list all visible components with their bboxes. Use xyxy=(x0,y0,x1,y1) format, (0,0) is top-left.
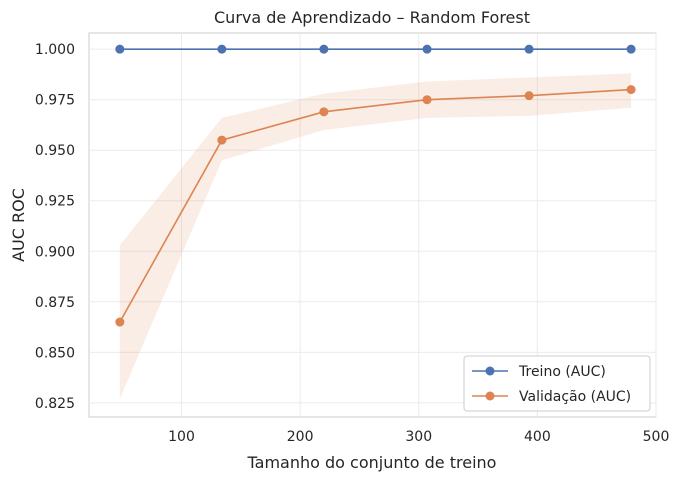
data-point xyxy=(422,95,432,105)
x-tick-label: 100 xyxy=(168,429,195,445)
y-tick-label: 0.950 xyxy=(35,143,75,159)
data-point xyxy=(626,44,636,54)
data-point xyxy=(115,44,125,54)
y-tick-label: 1.000 xyxy=(35,42,75,58)
x-axis-ticks: 100 200 300 400 500 xyxy=(168,429,669,445)
y-tick-label: 0.825 xyxy=(35,396,75,412)
x-tick-label: 200 xyxy=(287,429,314,445)
y-tick-label: 0.900 xyxy=(35,244,75,260)
x-tick-label: 400 xyxy=(524,429,551,445)
series-line-1 xyxy=(119,88,632,323)
legend: Treino (AUC) Validação (AUC) xyxy=(463,355,651,412)
x-axis-label: Tamanho do conjunto de treino xyxy=(247,453,497,472)
confidence-bands xyxy=(119,73,632,399)
data-point xyxy=(524,44,534,54)
legend-label: Treino (AUC) xyxy=(518,364,606,380)
data-point xyxy=(319,107,329,117)
data-point xyxy=(319,44,329,54)
legend-box xyxy=(463,355,651,412)
series-markers xyxy=(115,44,636,327)
y-tick-label: 0.875 xyxy=(35,295,75,311)
y-tick-label: 0.925 xyxy=(35,194,75,210)
data-point xyxy=(626,85,636,95)
data-point xyxy=(422,44,432,54)
data-point xyxy=(217,135,227,145)
x-tick-label: 300 xyxy=(405,429,432,445)
x-tick-label: 500 xyxy=(643,429,670,445)
legend-marker xyxy=(485,366,495,376)
y-axis-ticks: 0.825 0.850 0.875 0.900 0.925 0.950 0.975 1.000 xyxy=(35,42,75,412)
legend-marker xyxy=(485,391,495,401)
data-point xyxy=(115,317,125,327)
data-point xyxy=(524,91,534,101)
plot-area xyxy=(88,32,657,418)
y-axis-label: AUC ROC xyxy=(9,188,28,262)
y-tick-label: 0.975 xyxy=(35,93,75,109)
data-point xyxy=(217,44,227,54)
legend-label: Validação (AUC) xyxy=(519,389,631,405)
series-lines xyxy=(119,48,632,323)
chart-title: Curva de Aprendizado – Random Forest xyxy=(214,8,530,27)
confidence-band-series-1 xyxy=(119,73,632,399)
y-tick-label: 0.850 xyxy=(35,345,75,361)
